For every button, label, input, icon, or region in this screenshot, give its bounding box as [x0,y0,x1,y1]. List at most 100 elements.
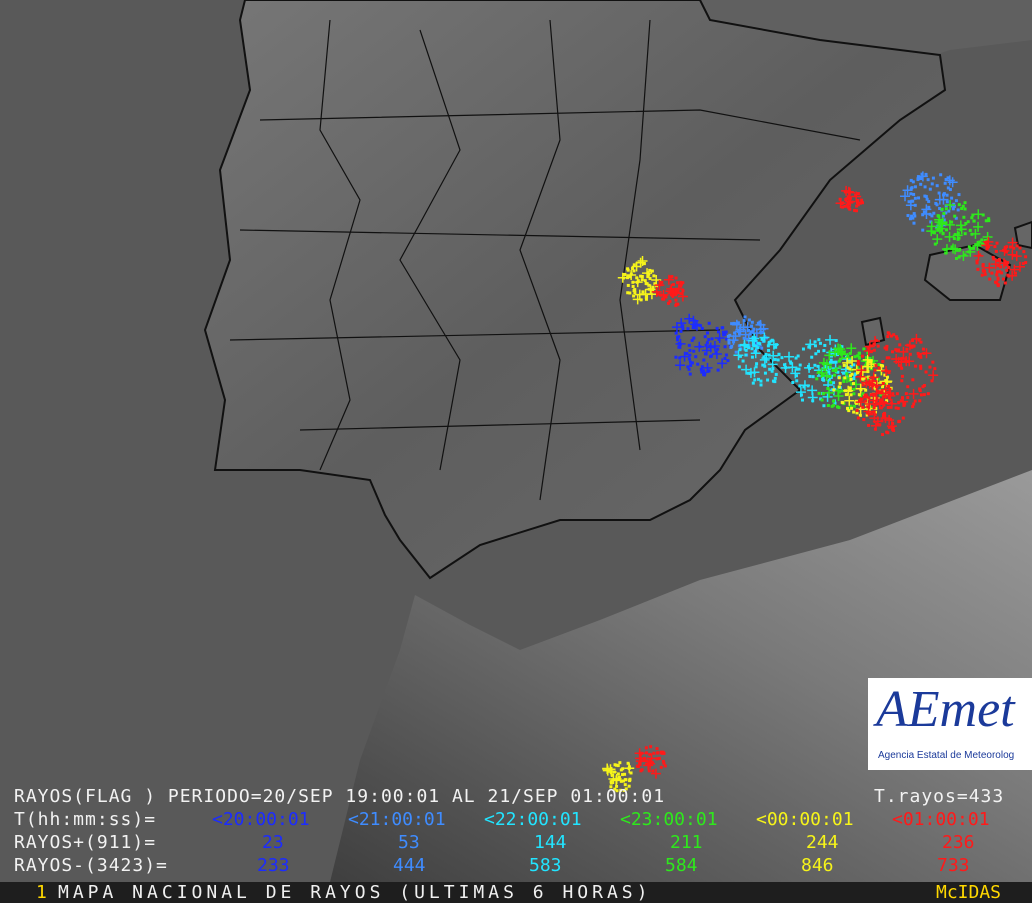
strike-positive [863,345,874,356]
strike-negative [881,382,885,386]
strike-negative [762,355,766,359]
strike-negative [917,354,921,358]
strike-negative [759,330,763,334]
strike-negative [854,372,858,376]
strike-positive [663,274,674,285]
strike-negative [648,268,652,272]
strike-positive [1009,264,1020,275]
strike-negative [995,270,999,274]
strike-negative [659,750,663,754]
strike-negative [909,192,913,196]
strike-positive [926,221,937,232]
strike-negative [843,204,847,208]
strike-negative [944,177,948,181]
strike-negative [878,423,882,427]
strike-negative [963,253,967,257]
strike-negative [917,338,921,342]
strike-negative [837,385,841,389]
strike-negative [723,357,727,361]
strike-negative [922,393,926,397]
negative-count: 733 [937,855,970,876]
footer-title: MAPA NACIONAL DE RAYOS (ULTIMAS 6 HORAS) [58,882,652,903]
strike-negative [866,351,870,355]
strike-positive [856,365,867,376]
strike-negative [644,751,648,755]
strike-negative [694,355,698,359]
strike-negative [838,390,842,394]
strike-negative [873,404,877,408]
strike-negative [877,363,881,367]
strike-positive [872,416,883,427]
strike-negative [610,773,614,777]
strike-positive [821,371,832,382]
strike-negative [946,186,950,190]
interval-label: <23:00:01 [620,809,718,830]
strike-negative [647,769,651,773]
strike-negative [826,386,830,390]
strike-negative [626,268,630,272]
strike-negative [813,344,817,348]
strike-negative [802,385,806,389]
strike-positive [749,333,760,344]
strike-negative [951,207,955,211]
strike-negative [912,402,916,406]
strike-positive [677,291,688,302]
strike-negative [688,349,692,353]
strike-negative [615,784,619,788]
strike-negative [649,758,653,762]
strike-negative [856,416,860,420]
strike-negative [906,214,910,218]
strike-negative [704,343,708,347]
strike-negative [878,390,882,394]
strike-positive [934,194,945,205]
strike-negative [687,343,691,347]
strike-positive [640,289,651,300]
strike-positive [675,360,686,371]
strike-positive [821,359,832,370]
strike-negative [992,257,996,261]
strike-negative [1024,261,1028,265]
strike-negative [649,745,653,749]
interval-label: <21:00:01 [348,809,446,830]
strike-negative [662,297,666,301]
strike-negative [885,356,889,360]
strike-negative [756,346,760,350]
strike-negative [862,395,866,399]
strike-negative [975,259,979,263]
strike-negative [946,176,950,180]
strike-negative [703,371,707,375]
strike-negative [679,292,683,296]
strike-negative [797,367,801,371]
strike-negative [838,365,842,369]
strike-negative [623,772,627,776]
strike-negative [642,756,646,760]
strike-negative [852,377,856,381]
strike-positive [825,334,836,345]
strike-negative [738,348,742,352]
strike-negative [881,360,885,364]
strike-negative [1009,245,1013,249]
strike-negative [703,335,707,339]
strike-negative [874,400,878,404]
strike-negative [881,414,885,418]
strike-negative [807,367,811,371]
strike-negative [855,204,859,208]
strike-negative [863,376,867,380]
strike-negative [909,187,913,191]
strike-negative [872,348,876,352]
strike-negative [872,410,876,414]
strike-positive [1011,251,1022,262]
strike-negative [651,769,655,773]
strike-negative [990,271,994,275]
strike-positive [844,395,855,406]
strike-negative [900,379,904,383]
strike-negative [847,409,851,413]
strike-negative [860,354,864,358]
strike-negative [796,354,800,358]
strike-negative [639,274,643,278]
strike-negative [822,378,826,382]
strike-negative [844,393,848,397]
strike-negative [941,214,945,218]
strike-negative [724,353,728,357]
strike-positive [787,362,798,373]
